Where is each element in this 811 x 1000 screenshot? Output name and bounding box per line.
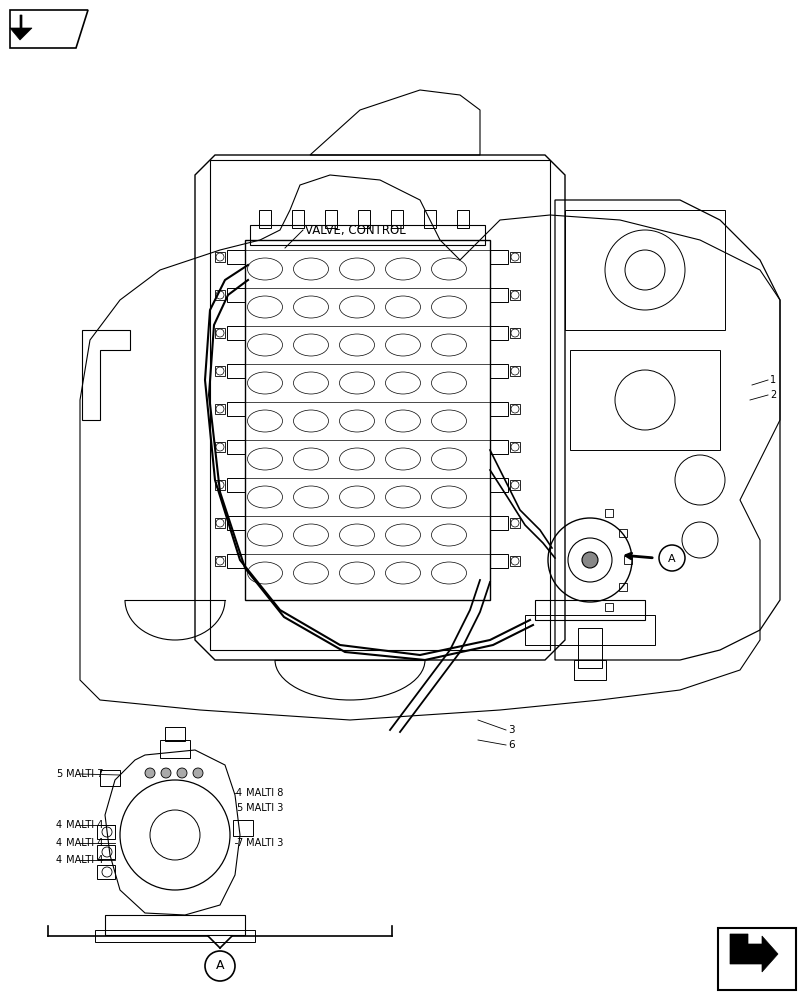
Bar xyxy=(210,160,549,650)
Bar xyxy=(604,603,612,611)
Bar xyxy=(233,820,253,836)
Bar xyxy=(227,250,245,264)
Circle shape xyxy=(177,768,187,778)
Bar xyxy=(573,660,605,680)
Text: 6: 6 xyxy=(508,740,514,750)
Bar xyxy=(525,615,654,645)
Polygon shape xyxy=(729,934,777,972)
Bar xyxy=(489,364,508,378)
Bar xyxy=(509,442,519,452)
Circle shape xyxy=(581,552,597,568)
Bar xyxy=(489,478,508,492)
Bar xyxy=(509,290,519,300)
Text: 2: 2 xyxy=(769,390,775,400)
Text: MALTI 4: MALTI 4 xyxy=(63,820,103,830)
Bar xyxy=(215,290,225,300)
Bar xyxy=(509,480,519,490)
Bar xyxy=(577,628,601,668)
Bar xyxy=(95,930,255,942)
Bar xyxy=(245,240,489,600)
Text: MALTI 8: MALTI 8 xyxy=(242,788,283,798)
Bar xyxy=(215,556,225,566)
Bar xyxy=(215,442,225,452)
Bar xyxy=(100,770,120,786)
Bar xyxy=(618,583,626,591)
Bar xyxy=(215,366,225,376)
Bar xyxy=(534,600,644,620)
Bar xyxy=(227,478,245,492)
Bar xyxy=(509,328,519,338)
Text: 4: 4 xyxy=(56,855,62,865)
Bar xyxy=(215,480,225,490)
Bar xyxy=(227,326,245,340)
Text: MALTI 4: MALTI 4 xyxy=(63,838,103,848)
Bar xyxy=(160,740,190,758)
Bar xyxy=(105,915,245,935)
Bar xyxy=(489,402,508,416)
Bar xyxy=(215,252,225,262)
Text: 1: 1 xyxy=(769,375,775,385)
Bar xyxy=(391,210,402,228)
Text: 5: 5 xyxy=(235,803,242,813)
Bar xyxy=(215,328,225,338)
Text: A: A xyxy=(667,554,675,564)
Bar xyxy=(358,210,370,228)
Bar xyxy=(215,518,225,528)
Bar xyxy=(489,554,508,568)
Bar xyxy=(623,556,631,564)
Bar xyxy=(489,250,508,264)
Bar xyxy=(509,366,519,376)
Bar xyxy=(324,210,337,228)
Text: 4: 4 xyxy=(56,820,62,830)
Text: 3: 3 xyxy=(508,725,514,735)
Text: MALTI 4: MALTI 4 xyxy=(63,855,103,865)
Bar xyxy=(423,210,436,228)
Bar xyxy=(227,364,245,378)
Text: VALVE, CONTROL: VALVE, CONTROL xyxy=(305,224,406,237)
Text: 4: 4 xyxy=(235,788,242,798)
Bar xyxy=(227,288,245,302)
Bar xyxy=(457,210,469,228)
Circle shape xyxy=(161,768,171,778)
Bar xyxy=(250,225,484,245)
Text: 4: 4 xyxy=(56,838,62,848)
Text: 5: 5 xyxy=(56,769,62,779)
Bar xyxy=(97,825,115,839)
Bar xyxy=(489,326,508,340)
Bar xyxy=(259,210,271,228)
Bar xyxy=(227,440,245,454)
Text: MALTI 7: MALTI 7 xyxy=(63,769,103,779)
Circle shape xyxy=(145,768,155,778)
Text: MALTI 3: MALTI 3 xyxy=(242,803,283,813)
Bar xyxy=(97,865,115,879)
Bar xyxy=(569,350,719,450)
Text: A: A xyxy=(216,959,224,972)
Circle shape xyxy=(193,768,203,778)
Polygon shape xyxy=(10,15,32,40)
Bar xyxy=(227,516,245,530)
Bar xyxy=(292,210,303,228)
Bar xyxy=(489,440,508,454)
Bar xyxy=(509,518,519,528)
Bar xyxy=(489,288,508,302)
Bar xyxy=(509,556,519,566)
Bar xyxy=(165,727,185,741)
Bar xyxy=(215,404,225,414)
Bar xyxy=(509,404,519,414)
Bar xyxy=(489,516,508,530)
Bar xyxy=(97,845,115,859)
Bar xyxy=(717,928,795,990)
Bar xyxy=(618,529,626,537)
Bar xyxy=(227,402,245,416)
Bar xyxy=(227,554,245,568)
Text: MALTI 3: MALTI 3 xyxy=(242,838,283,848)
Bar xyxy=(564,210,724,330)
Text: 7: 7 xyxy=(235,838,242,848)
Bar xyxy=(604,509,612,517)
Bar xyxy=(509,252,519,262)
